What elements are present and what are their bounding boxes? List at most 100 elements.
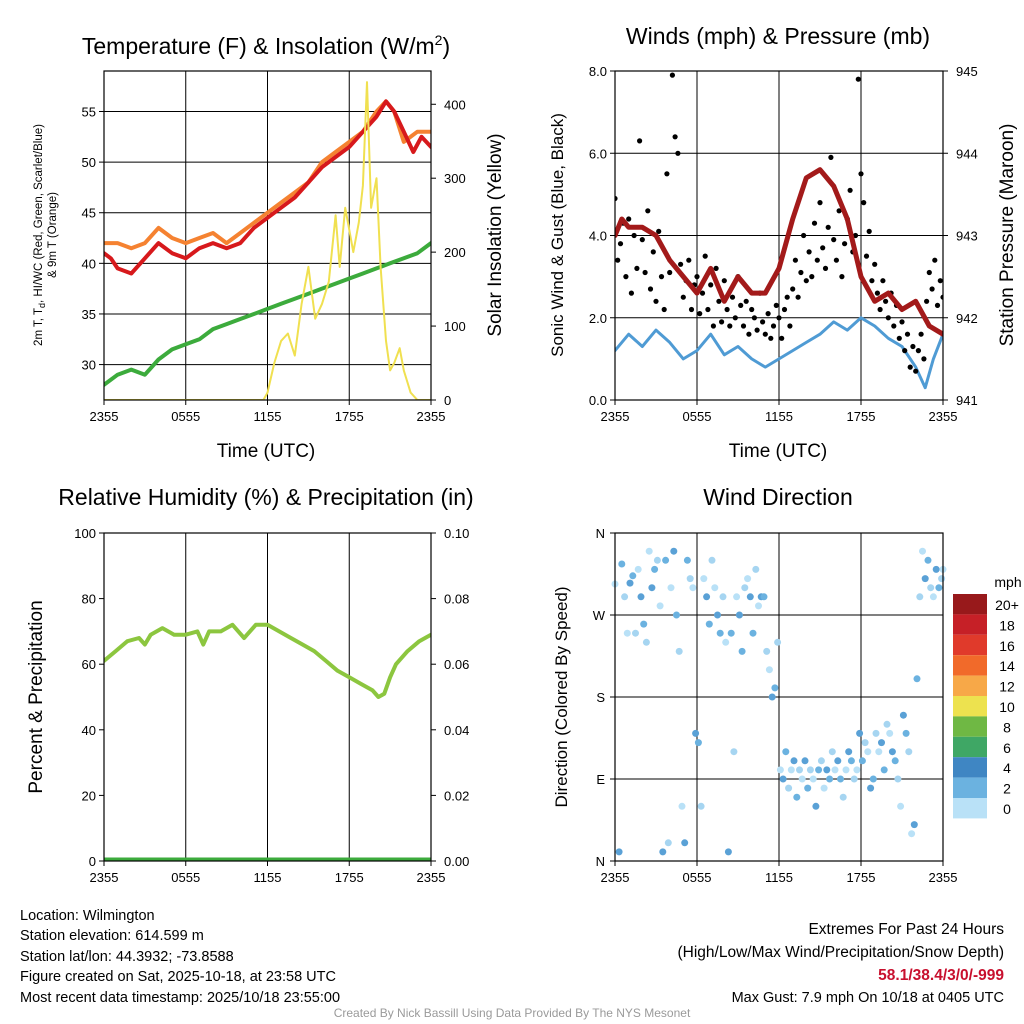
- wind-direction-point: [864, 748, 872, 756]
- temperature-ytick-label: 40: [82, 256, 96, 271]
- temperature-ytick-label: 50: [82, 155, 96, 170]
- temperature-right-tick-label: 400: [444, 97, 466, 112]
- wind-direction-ytick-label: W: [593, 608, 606, 623]
- gust-point: [874, 290, 881, 296]
- temperature-right-tick-label: 200: [444, 245, 466, 260]
- gust-point: [664, 171, 670, 177]
- station-elevation: Station elevation: 614.599 m: [20, 928, 204, 945]
- wind-direction-point: [815, 766, 823, 774]
- winds-xtick-label: 1155: [765, 409, 793, 424]
- wind-direction-point: [664, 839, 672, 847]
- gust-point: [727, 323, 733, 329]
- gust-point: [680, 294, 686, 300]
- gust-point: [896, 335, 902, 341]
- winds-ytick-label: 2.0: [589, 311, 607, 326]
- temperature-ytick-label: 30: [82, 358, 96, 373]
- credit-line: Created By Nick Bassill Using Data Provi…: [333, 1006, 691, 1020]
- wind-direction-point: [714, 611, 721, 619]
- humidity-right-tick-label: 0.00: [444, 854, 469, 869]
- gust-point: [806, 249, 812, 255]
- wind-direction-ytick-label: E: [596, 772, 605, 787]
- humidity-xtick-label: 0555: [171, 870, 200, 885]
- gust-point: [926, 269, 932, 276]
- wind-direction-point: [681, 839, 689, 847]
- wind-direction-point: [929, 593, 937, 601]
- max-gust: Max Gust: 7.9 mph On 10/18 at 0405 UTC: [731, 990, 1004, 1006]
- wind-direction-point: [618, 560, 626, 568]
- gust-point: [765, 311, 771, 317]
- wind-direction-point: [888, 748, 896, 756]
- wind-direction-point: [673, 611, 680, 619]
- gust-point: [708, 282, 714, 288]
- gust-point: [623, 274, 629, 280]
- gust-point: [776, 315, 782, 321]
- wind-direction-point: [823, 766, 831, 774]
- wind-direction-point: [634, 565, 642, 573]
- station-info: Location: Wilmington Station elevation: …: [20, 906, 340, 1008]
- humidity-left-axis-label: Percent & Precipitation: [26, 600, 47, 793]
- wind-direction-point: [716, 629, 724, 637]
- gust-point: [828, 154, 834, 160]
- gust-point: [910, 343, 916, 350]
- gust-point: [795, 294, 801, 300]
- gust-point: [642, 269, 648, 276]
- humidity-xtick-label: 2355: [90, 870, 119, 885]
- humidity-ytick-label: 0: [89, 854, 96, 869]
- gust-point: [697, 311, 703, 317]
- wind-direction-point: [719, 593, 727, 601]
- gust-point: [842, 241, 848, 247]
- wind-direction-point: [648, 584, 656, 592]
- gust-point: [915, 348, 922, 354]
- gust-point: [787, 323, 793, 329]
- gust-point: [839, 274, 845, 280]
- gust-point: [721, 278, 727, 284]
- wind-direction-point: [724, 848, 732, 856]
- gust-point: [617, 241, 624, 247]
- wind-direction-point: [894, 775, 902, 783]
- wind-direction-point: [831, 766, 839, 774]
- gust-point: [653, 298, 659, 304]
- winds-right-tick-label: 945: [956, 64, 978, 79]
- wind-direction-point: [858, 757, 866, 765]
- winds-xtick-label: 2355: [929, 409, 958, 424]
- winds-panel: Winds (mph) & Pressure (mb) 0.0 2.0 4.0 6.0…: [548, 23, 1018, 462]
- temperature-right-tick-label: 100: [444, 319, 466, 334]
- wind-direction-point: [653, 556, 661, 564]
- wind-direction-point: [615, 848, 623, 856]
- wind-direction-left-axis-label: Direction (Colored By Speed): [552, 586, 571, 807]
- wind-direction-point: [776, 766, 784, 774]
- wind-direction-xtick-label: 2355: [601, 870, 630, 885]
- gust-point: [921, 356, 927, 362]
- wind-direction-point: [910, 821, 918, 829]
- wind-direction-point: [744, 575, 752, 583]
- gust-point: [929, 286, 935, 292]
- legend-label: 14: [999, 658, 1015, 674]
- wind-direction-point: [697, 802, 705, 810]
- gust-point: [784, 294, 790, 300]
- gust-point: [751, 315, 758, 321]
- legend-label: 8: [1003, 719, 1011, 735]
- gust-point: [738, 302, 744, 308]
- wind-direction-point: [733, 593, 741, 601]
- winds-xtick-label: 2355: [601, 409, 630, 424]
- temperature-left-axis-label-line1: 2m T, Td, HI/WC (Red, Green, Scarlet/Blu…: [33, 124, 47, 346]
- legend-label: 2: [1003, 781, 1011, 797]
- wind-direction-point: [798, 775, 806, 783]
- wind-direction-point: [683, 556, 691, 564]
- wind-direction-point: [626, 579, 634, 587]
- humidity-ytick-label: 40: [82, 723, 96, 738]
- gust-point: [699, 290, 706, 296]
- wind-direction-point: [921, 575, 929, 583]
- temperature-ytick-label: 55: [82, 104, 96, 119]
- temperature-series-group: [104, 81, 431, 400]
- gust-point: [713, 265, 719, 271]
- wind-speed-legend: mph 20+ 18 16 14 12 10 8 6 4 2 0: [953, 574, 1022, 819]
- wind-direction-point: [727, 629, 735, 637]
- wind-direction-point: [878, 739, 885, 747]
- legend-swatch: [953, 655, 987, 676]
- wind-direction-point: [651, 565, 659, 573]
- wind-direction-point: [760, 593, 768, 601]
- legend-label: 20+: [995, 597, 1019, 613]
- legend-label: 4: [1003, 760, 1011, 776]
